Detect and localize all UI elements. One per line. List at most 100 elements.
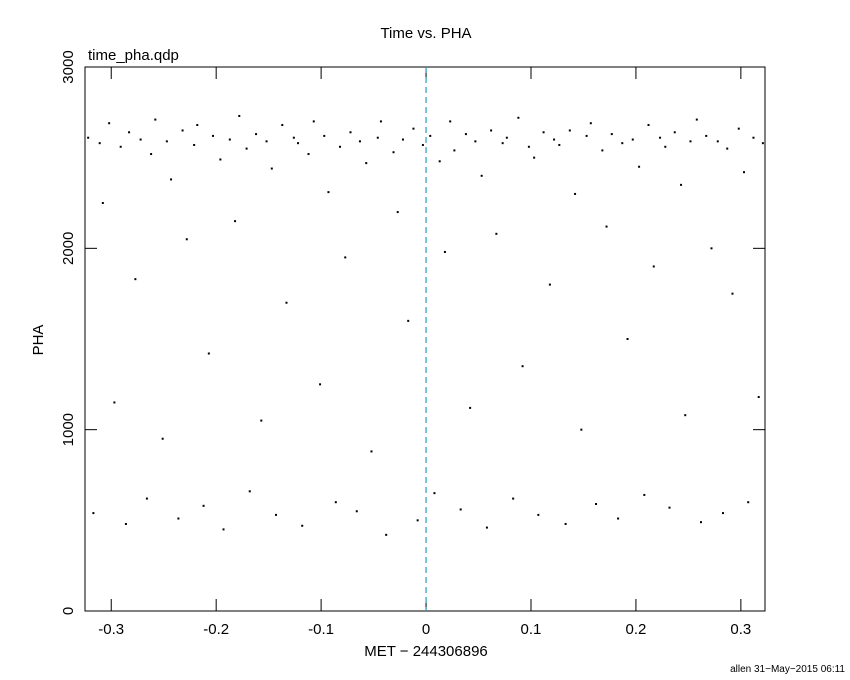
point: [464, 133, 467, 136]
point: [621, 142, 624, 145]
point: [490, 129, 493, 132]
point: [737, 127, 740, 130]
plot-frame: [84, 66, 766, 612]
point: [537, 513, 540, 516]
point: [652, 265, 655, 268]
point: [517, 116, 520, 119]
point: [521, 365, 524, 368]
point: [512, 497, 515, 500]
point: [154, 118, 157, 121]
point: [659, 136, 662, 139]
x-tick-label: -0.1: [308, 621, 334, 638]
point: [212, 134, 215, 137]
point: [327, 191, 330, 194]
point: [92, 512, 95, 515]
point: [589, 122, 592, 125]
point: [601, 149, 604, 152]
point: [139, 138, 142, 141]
point: [165, 140, 168, 143]
point: [358, 140, 361, 143]
point: [695, 118, 698, 121]
point: [245, 147, 248, 150]
point: [710, 247, 713, 250]
point: [238, 114, 241, 117]
point: [643, 493, 646, 496]
point: [495, 232, 498, 235]
point: [297, 142, 300, 145]
point: [757, 396, 760, 399]
point: [124, 522, 127, 525]
point: [761, 142, 764, 145]
point: [401, 138, 404, 141]
point: [680, 183, 683, 186]
point: [376, 136, 379, 139]
point: [202, 504, 205, 507]
y-tick-label: 2000: [60, 232, 77, 265]
point: [260, 419, 263, 422]
point: [196, 124, 199, 127]
point: [412, 127, 415, 130]
point: [580, 428, 583, 431]
point: [638, 165, 641, 168]
point: [119, 145, 122, 148]
point: [617, 517, 620, 520]
point: [355, 510, 358, 513]
point: [170, 178, 173, 181]
point: [134, 278, 137, 281]
point: [407, 319, 410, 322]
x-tick-label: 0.1: [521, 621, 542, 638]
point: [281, 124, 284, 127]
y-tick-label: 1000: [60, 413, 77, 446]
point: [349, 131, 352, 134]
point: [87, 136, 90, 139]
point: [564, 522, 567, 525]
point: [574, 192, 577, 195]
point: [365, 162, 368, 165]
point: [548, 283, 551, 286]
point: [113, 401, 116, 404]
point: [664, 145, 667, 148]
point: [150, 153, 153, 156]
point: [177, 517, 180, 520]
point: [265, 140, 268, 143]
point: [274, 513, 277, 516]
point: [673, 131, 676, 134]
x-tick-label: 0.3: [730, 621, 751, 638]
point: [207, 352, 210, 355]
point: [610, 133, 613, 136]
point: [370, 450, 373, 453]
point: [501, 142, 504, 145]
x-tick-label: 0.2: [625, 621, 646, 638]
point: [421, 143, 424, 146]
point: [108, 122, 111, 125]
point: [234, 220, 237, 223]
point: [453, 149, 456, 152]
point: [307, 153, 310, 156]
point: [699, 521, 702, 524]
point: [705, 134, 708, 137]
x-axis-label: MET − 244306896: [364, 643, 488, 660]
point: [542, 131, 545, 134]
point: [527, 145, 530, 148]
point: [533, 156, 536, 159]
point: [568, 129, 571, 132]
point: [743, 171, 746, 174]
x-tick-label: 0: [422, 621, 430, 638]
point: [292, 136, 295, 139]
point: [219, 158, 222, 161]
point: [339, 145, 341, 148]
point: [101, 202, 104, 204]
point: [344, 256, 347, 259]
point: [193, 143, 196, 146]
point: [185, 238, 188, 241]
point: [505, 136, 508, 139]
point: [553, 138, 556, 141]
point: [385, 533, 388, 536]
point: [485, 526, 488, 529]
point: [668, 506, 671, 509]
y-axis-label: PHA: [30, 325, 47, 356]
point: [128, 131, 131, 134]
x-tick-label: -0.2: [203, 621, 229, 638]
point: [161, 437, 164, 440]
point: [716, 140, 719, 143]
